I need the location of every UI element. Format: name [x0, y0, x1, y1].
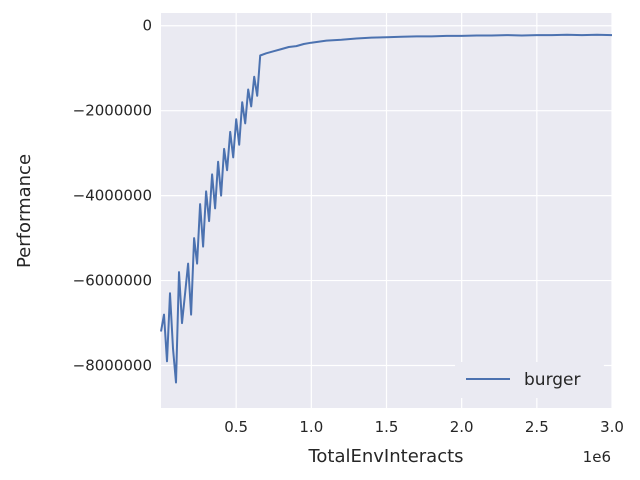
legend-box — [455, 362, 604, 398]
y-tick-label: −2000000 — [73, 102, 152, 120]
y-axis-label: Performance — [14, 154, 35, 268]
x-tick-label: 2.0 — [450, 418, 474, 436]
series-layer — [160, 33, 613, 384]
series-line-burger — [160, 33, 613, 384]
x-tick-label: 0.5 — [224, 418, 248, 436]
x-axis-offset-label: 1e6 — [583, 448, 611, 466]
x-tick-label: 2.5 — [525, 418, 549, 436]
y-tick-label: −4000000 — [73, 187, 152, 205]
legend: burger — [455, 362, 604, 398]
y-tick-labels: 0 −2000000 −4000000 −6000000 −8000000 — [73, 17, 152, 375]
y-tick-label: −8000000 — [73, 357, 152, 375]
x-tick-label: 1.5 — [375, 418, 399, 436]
x-tick-labels: 0.5 1.0 1.5 2.0 2.5 3.0 — [224, 418, 624, 436]
y-tick-label: −6000000 — [73, 272, 152, 290]
x-tick-label: 3.0 — [600, 418, 624, 436]
legend-label: burger — [524, 370, 581, 390]
x-axis-label: TotalEnvInteracts — [307, 446, 463, 467]
y-tick-label: 0 — [142, 17, 152, 35]
x-tick-label: 1.0 — [299, 418, 323, 436]
